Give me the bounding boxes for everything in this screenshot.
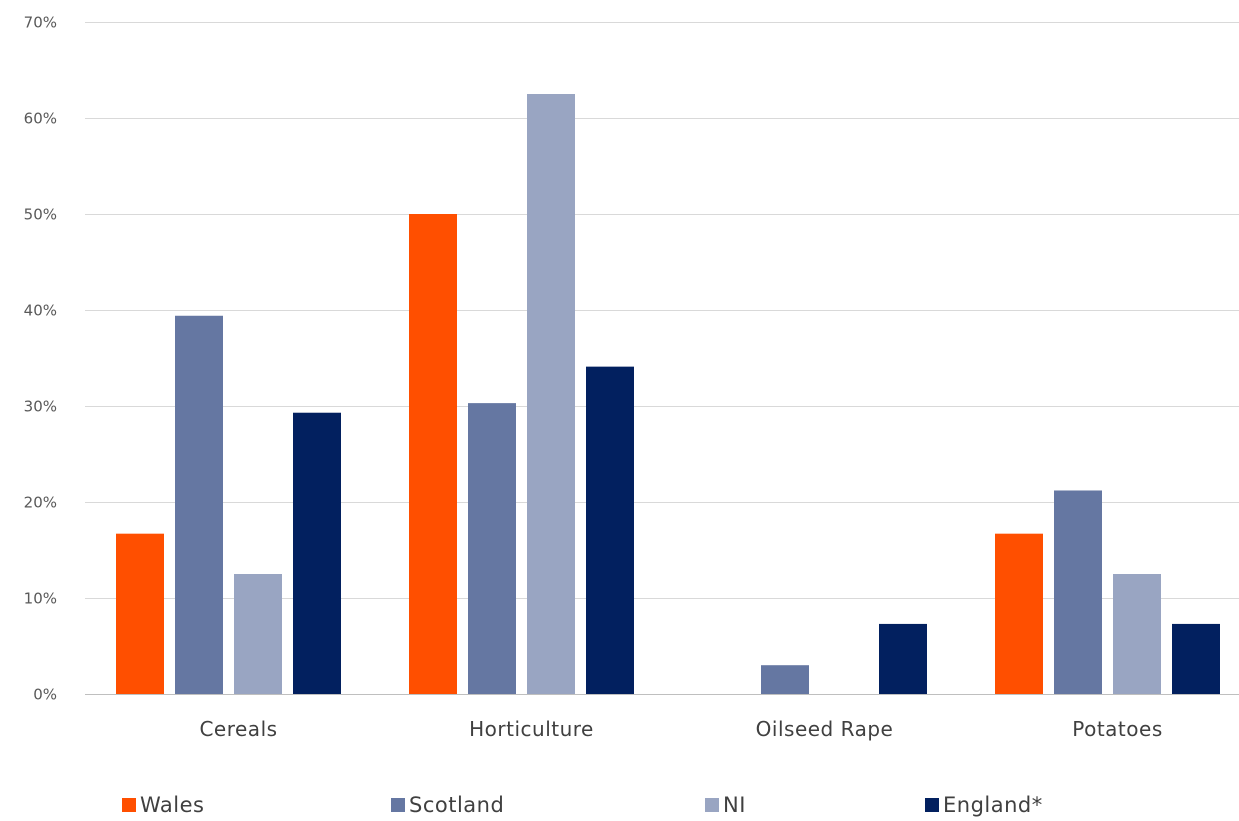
y-tick-label: 60% — [24, 110, 57, 128]
legend-swatch — [925, 798, 939, 812]
legend-label: NI — [723, 793, 746, 817]
legend-label: Wales — [140, 793, 205, 817]
bar-scotland-horticulture — [468, 403, 516, 694]
bar-wales-horticulture — [409, 214, 457, 694]
legend: Wales Scotland NI England* — [122, 793, 1043, 817]
y-tick-label: 10% — [24, 590, 57, 608]
bar-england--horticulture — [586, 367, 634, 694]
y-tick-label: 50% — [24, 206, 57, 224]
x-tick-label: Oilseed Rape — [756, 717, 894, 741]
y-tick-label: 70% — [24, 14, 57, 32]
x-tick-label: Cereals — [199, 717, 277, 741]
bar-ni-horticulture — [527, 94, 575, 694]
bar-scotland-cereals — [175, 316, 223, 694]
y-axis-ticks: 0% 10% 20% 30% 40% 50% 60% 70% — [24, 14, 57, 704]
bar-wales-cereals — [116, 534, 164, 694]
bar-ni-cereals — [234, 574, 282, 694]
legend-item-wales: Wales — [122, 793, 205, 817]
legend-swatch — [122, 798, 136, 812]
y-tick-label: 30% — [24, 398, 57, 416]
bar-england--oilseed-rape — [879, 624, 927, 694]
y-tick-label: 0% — [33, 686, 57, 704]
bar-england--cereals — [293, 413, 341, 694]
bar-ni-potatoes — [1113, 574, 1161, 694]
bar-scotland-potatoes — [1054, 490, 1102, 694]
x-tick-label: Potatoes — [1072, 717, 1162, 741]
x-tick-label: Horticulture — [469, 717, 594, 741]
bar-england--potatoes — [1172, 624, 1220, 694]
legend-item-england-: England* — [925, 793, 1043, 817]
legend-item-ni: NI — [705, 793, 746, 817]
y-tick-label: 20% — [24, 494, 57, 512]
legend-item-scotland: Scotland — [391, 793, 504, 817]
legend-swatch — [391, 798, 405, 812]
y-tick-label: 40% — [24, 302, 57, 320]
legend-label: England* — [943, 793, 1043, 817]
bars — [116, 94, 1220, 694]
legend-label: Scotland — [409, 793, 504, 817]
bar-scotland-oilseed-rape — [761, 665, 809, 694]
legend-swatch — [705, 798, 719, 812]
x-axis-ticks: Cereals Horticulture Oilseed Rape Potatoes — [199, 717, 1162, 741]
bar-wales-potatoes — [995, 534, 1043, 694]
